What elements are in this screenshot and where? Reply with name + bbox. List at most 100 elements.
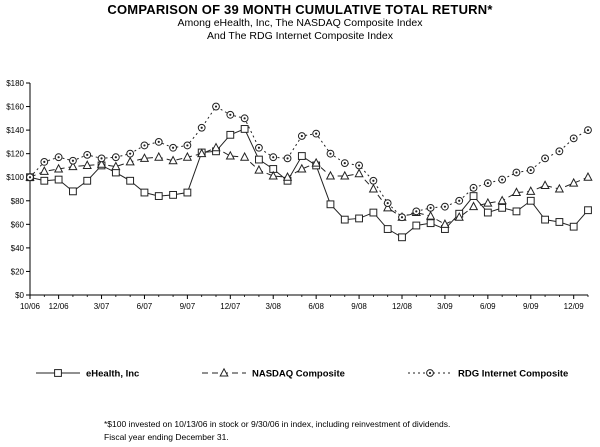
data-point-ehealth-inc bbox=[383, 225, 392, 233]
legend-marker-dot bbox=[428, 371, 432, 375]
series-ehealth-inc bbox=[26, 125, 592, 242]
data-point-nasdaq-composite bbox=[526, 186, 536, 195]
data-point-rdg-internet-composite-dot bbox=[171, 146, 175, 149]
series-rdg-internet-composite bbox=[26, 102, 592, 222]
data-point-ehealth-inc bbox=[83, 176, 92, 185]
data-point-nasdaq-composite bbox=[53, 163, 64, 173]
series-line-nasdaq-composite bbox=[29, 147, 589, 225]
y-tick-label: $180 bbox=[6, 79, 24, 88]
data-point-nasdaq-composite bbox=[282, 171, 293, 181]
data-point-ehealth-inc bbox=[226, 130, 235, 139]
data-point-rdg-internet-composite-dot bbox=[28, 176, 32, 179]
data-point-nasdaq-composite bbox=[311, 157, 321, 167]
data-point-nasdaq-composite bbox=[254, 164, 264, 174]
data-point-nasdaq-composite bbox=[211, 142, 221, 152]
y-tick-label: $100 bbox=[6, 173, 24, 182]
data-point-ehealth-inc bbox=[541, 215, 549, 224]
data-point-rdg-internet-composite-dot bbox=[214, 105, 218, 108]
data-point-rdg-internet-composite-dot bbox=[257, 146, 261, 149]
data-point-ehealth-inc bbox=[54, 175, 63, 184]
x-tick-label: 9/09 bbox=[523, 302, 539, 311]
data-point-rdg-internet-composite-dot bbox=[429, 206, 432, 209]
data-point-ehealth-inc bbox=[483, 208, 492, 217]
data-point-nasdaq-composite bbox=[368, 183, 379, 193]
data-point-nasdaq-composite bbox=[554, 183, 565, 193]
data-point-rdg-internet-composite-dot bbox=[71, 159, 75, 162]
data-point-ehealth-inc bbox=[584, 206, 592, 215]
legend-label: RDG Internet Composite bbox=[458, 369, 568, 380]
x-tick-label: 6/07 bbox=[137, 302, 153, 311]
data-point-rdg-internet-composite-dot bbox=[157, 140, 160, 143]
data-point-nasdaq-composite bbox=[440, 219, 450, 228]
series-line-ehealth-inc bbox=[29, 128, 589, 238]
data-point-nasdaq-composite bbox=[583, 171, 593, 181]
data-point-ehealth-inc bbox=[426, 219, 435, 228]
data-point-ehealth-inc bbox=[169, 190, 177, 199]
data-point-nasdaq-composite bbox=[96, 158, 107, 168]
legend-item-nasdaq-composite: NASDAQ Composite bbox=[202, 367, 345, 380]
data-point-ehealth-inc bbox=[526, 196, 535, 205]
data-point-rdg-internet-composite-dot bbox=[315, 132, 318, 135]
data-point-nasdaq-composite bbox=[340, 170, 350, 180]
data-point-ehealth-inc bbox=[340, 215, 349, 224]
data-point-nasdaq-composite bbox=[468, 201, 479, 211]
data-point-rdg-internet-composite-dot bbox=[286, 157, 289, 160]
data-point-rdg-internet-composite-dot bbox=[543, 157, 547, 160]
data-point-ehealth-inc bbox=[69, 187, 77, 196]
x-tick-label: 12/06 bbox=[49, 302, 70, 311]
chart-axes: $0 $20 $40 $60 $80 $100 $120 $140 $160 $180 10/06 1… bbox=[6, 79, 589, 311]
data-point-nasdaq-composite bbox=[68, 161, 78, 171]
series-line-rdg-internet-composite bbox=[29, 105, 589, 218]
data-point-nasdaq-composite bbox=[225, 150, 235, 160]
data-point-nasdaq-composite bbox=[139, 153, 150, 162]
data-point-ehealth-inc bbox=[111, 168, 120, 177]
data-point-rdg-internet-composite-dot bbox=[372, 179, 375, 182]
data-point-rdg-internet-composite-dot bbox=[143, 144, 146, 147]
data-point-rdg-internet-composite-dot bbox=[443, 205, 447, 208]
data-point-rdg-internet-composite-dot bbox=[229, 113, 232, 116]
footnote-investment: *$100 invested on 10/13/06 in stock or 9… bbox=[104, 419, 451, 429]
legend-item-ehealth-inc: eHealth, Inc bbox=[36, 369, 139, 380]
data-point-ehealth-inc bbox=[326, 200, 335, 209]
data-point-ehealth-inc bbox=[154, 192, 163, 200]
data-point-nasdaq-composite bbox=[497, 195, 507, 205]
footnote-fiscal-year: Fiscal year ending December 31. bbox=[104, 432, 229, 442]
x-tick-label: 10/06 bbox=[20, 302, 41, 311]
data-point-rdg-internet-composite-dot bbox=[486, 182, 489, 185]
data-point-ehealth-inc bbox=[398, 233, 406, 242]
data-point-rdg-internet-composite-dot bbox=[515, 171, 518, 174]
data-point-nasdaq-composite bbox=[39, 166, 49, 175]
data-point-nasdaq-composite bbox=[454, 211, 464, 221]
data-point-nasdaq-composite bbox=[268, 170, 278, 180]
y-tick-label: $0 bbox=[15, 291, 24, 300]
x-tick-label: 9/08 bbox=[351, 302, 367, 311]
data-point-ehealth-inc bbox=[569, 222, 578, 231]
data-point-nasdaq-composite bbox=[125, 156, 135, 166]
data-point-nasdaq-composite bbox=[154, 151, 164, 161]
data-point-nasdaq-composite bbox=[354, 168, 364, 178]
data-point-rdg-internet-composite-dot bbox=[100, 157, 103, 160]
series-nasdaq-composite bbox=[25, 142, 593, 228]
x-tick-label: 9/07 bbox=[180, 302, 196, 311]
data-point-nasdaq-composite bbox=[540, 180, 550, 189]
chart-title: COMPARISON OF 39 MONTH CUMULATIVE TOTAL … bbox=[107, 2, 493, 17]
y-tick-label: $80 bbox=[11, 197, 25, 206]
data-point-ehealth-inc bbox=[240, 125, 249, 133]
data-point-rdg-internet-composite-dot bbox=[529, 169, 532, 172]
data-point-rdg-internet-composite-dot bbox=[458, 199, 461, 202]
y-tick-label: $60 bbox=[11, 220, 25, 229]
data-point-rdg-internet-composite-dot bbox=[86, 153, 89, 156]
y-tick-label: $40 bbox=[11, 244, 25, 253]
data-point-ehealth-inc bbox=[140, 188, 149, 197]
data-point-rdg-internet-composite-dot bbox=[329, 152, 332, 155]
data-point-rdg-internet-composite-dot bbox=[357, 164, 361, 167]
x-tick-label: 12/09 bbox=[564, 302, 585, 311]
legend-label: NASDAQ Composite bbox=[252, 369, 345, 380]
data-point-nasdaq-composite bbox=[197, 148, 207, 158]
data-point-nasdaq-composite bbox=[425, 210, 436, 220]
data-point-ehealth-inc bbox=[469, 192, 478, 200]
data-point-rdg-internet-composite-dot bbox=[300, 134, 303, 138]
data-point-rdg-internet-composite-dot bbox=[186, 144, 189, 147]
x-tick-label: 6/09 bbox=[480, 302, 496, 311]
